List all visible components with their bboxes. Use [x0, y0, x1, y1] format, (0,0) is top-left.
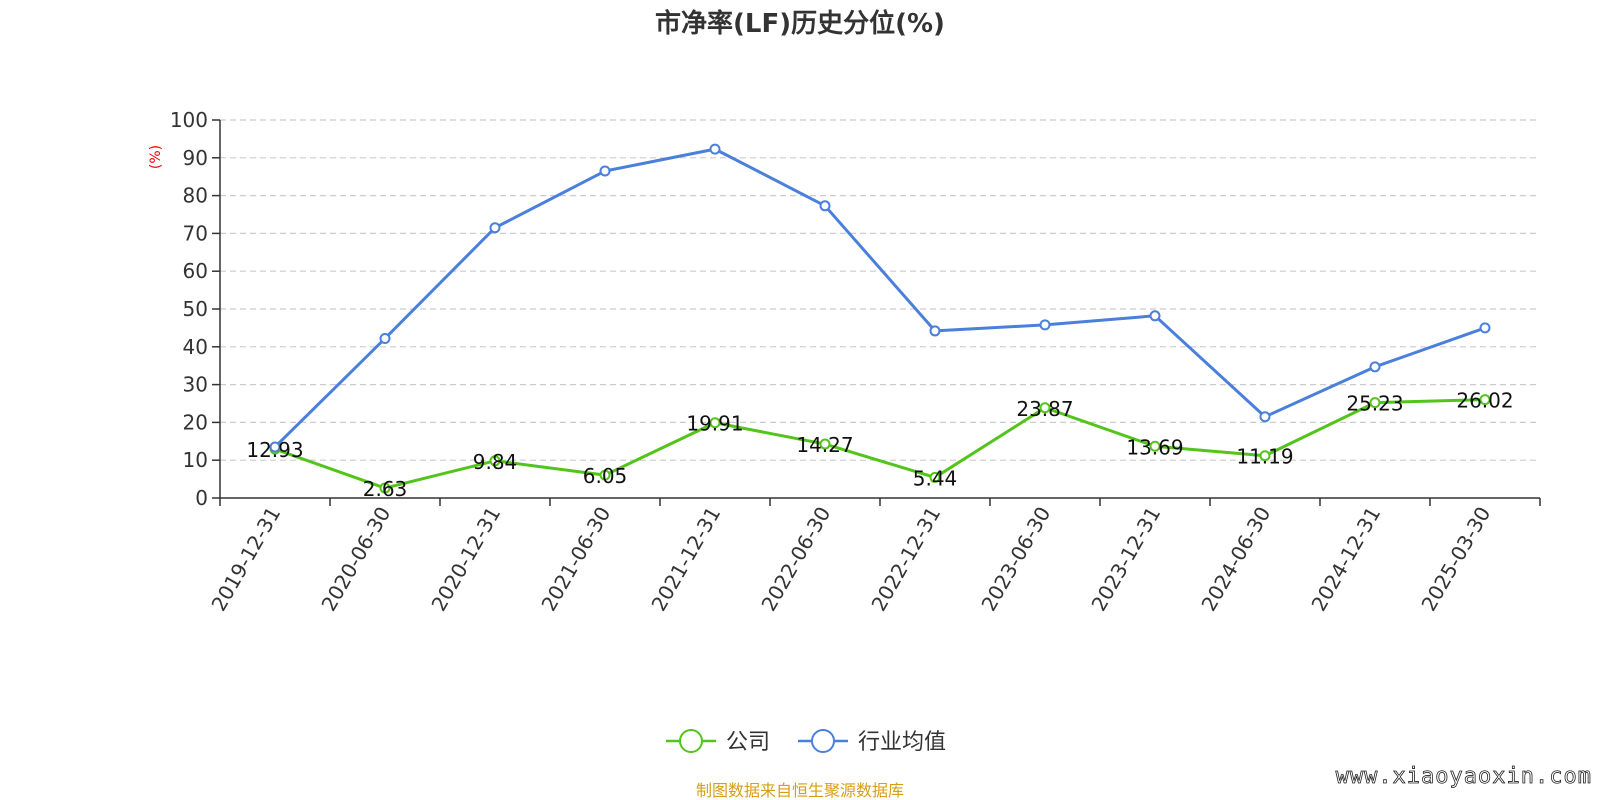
- data-point: [599, 469, 611, 481]
- data-label: 5.44: [913, 466, 958, 490]
- series: [269, 143, 1491, 494]
- series-line-industry-average: [273, 147, 1486, 449]
- x-tick-label: 2020-06-30: [316, 503, 395, 616]
- legend-item-industry-average[interactable]: 行业均值: [798, 729, 946, 755]
- data-point: [819, 438, 831, 450]
- axes: (%) 0 10 20 30 40 50 60 70 80 90 100 2019-12-31 2020…: [148, 108, 1541, 616]
- data-label: 25.23: [1346, 392, 1403, 416]
- data-point: [1259, 411, 1271, 423]
- y-tick-label: 100: [170, 108, 208, 132]
- data-label: 26.02: [1456, 389, 1513, 413]
- data-point: [1149, 310, 1161, 322]
- data-label: 13.69: [1126, 435, 1183, 459]
- data-point: [709, 417, 721, 429]
- x-tick-label: 2025-03-30: [1416, 503, 1495, 616]
- source-note: 制图数据来自恒生聚源数据库: [696, 781, 904, 800]
- legend[interactable]: 公司 行业均值: [666, 729, 946, 755]
- data-point: [379, 482, 391, 494]
- y-tick-label: 50: [183, 297, 208, 321]
- watermark: www.xiaoyaoxin.com: [1336, 764, 1592, 789]
- data-label: 9.84: [473, 450, 518, 474]
- legend-marker-icon: [679, 729, 703, 753]
- x-tick-label: 2022-06-30: [756, 503, 835, 616]
- y-tick-label: 70: [183, 221, 208, 245]
- x-tick-label: 2024-06-30: [1196, 503, 1275, 616]
- y-tick-label: 80: [183, 184, 208, 208]
- x-tick-label: 2023-06-30: [976, 503, 1055, 616]
- y-tick-label: 90: [183, 146, 208, 170]
- data-point: [1479, 322, 1491, 334]
- data-point: [1479, 394, 1491, 406]
- data-point: [709, 143, 721, 155]
- y-tick-label: 30: [183, 373, 208, 397]
- chart-title: 市净率(LF)历史分位(%): [655, 8, 945, 39]
- y-tick-label: 20: [183, 410, 208, 434]
- data-point: [1369, 361, 1381, 373]
- data-label: 2.63: [363, 477, 408, 501]
- series-line-company: [274, 398, 1486, 490]
- data-point: [929, 471, 941, 483]
- x-tick-label: 2024-12-31: [1306, 503, 1385, 616]
- grid: [220, 119, 1540, 461]
- data-label: 11.19: [1236, 445, 1293, 469]
- data-label: 23.87: [1016, 397, 1073, 421]
- data-label: 14.27: [796, 433, 853, 457]
- x-tick-label: 2020-12-31: [426, 503, 505, 616]
- y-axis-label: (%): [148, 145, 164, 169]
- y-tick-label: 60: [183, 259, 208, 283]
- legend-label: 行业均值: [858, 730, 946, 755]
- x-tick-label: 2022-12-31: [866, 503, 945, 616]
- data-point: [599, 165, 611, 177]
- data-point: [489, 222, 501, 234]
- data-point: [929, 325, 941, 337]
- legend-item-company[interactable]: 公司: [666, 729, 770, 755]
- x-tick-label: 2021-12-31: [646, 503, 725, 616]
- x-tick-label: 2023-12-31: [1086, 503, 1165, 616]
- data-point: [1149, 440, 1161, 452]
- legend-label: 公司: [726, 730, 770, 755]
- data-label: 12.93: [246, 438, 303, 462]
- data-labels: 12.93 2.63 9.84 6.05 19.91 14.27 5.44 23.87 13.6…: [246, 389, 1513, 501]
- y-tick-label: 40: [183, 335, 208, 359]
- legend-marker-icon: [811, 729, 835, 753]
- data-point: [1369, 397, 1381, 409]
- y-tick-label: 0: [195, 486, 208, 510]
- data-label: 6.05: [583, 464, 628, 488]
- data-label: 19.91: [686, 412, 743, 436]
- data-point: [489, 455, 501, 467]
- y-tick-label: 10: [183, 448, 208, 472]
- data-point: [1259, 450, 1271, 462]
- x-tick-label: 2021-06-30: [536, 503, 615, 616]
- data-point: [1039, 319, 1051, 331]
- data-point: [379, 332, 391, 344]
- x-tick-label: 2019-12-31: [206, 503, 285, 616]
- data-point: [819, 200, 831, 212]
- data-point: [269, 441, 281, 453]
- data-point: [1039, 402, 1051, 414]
